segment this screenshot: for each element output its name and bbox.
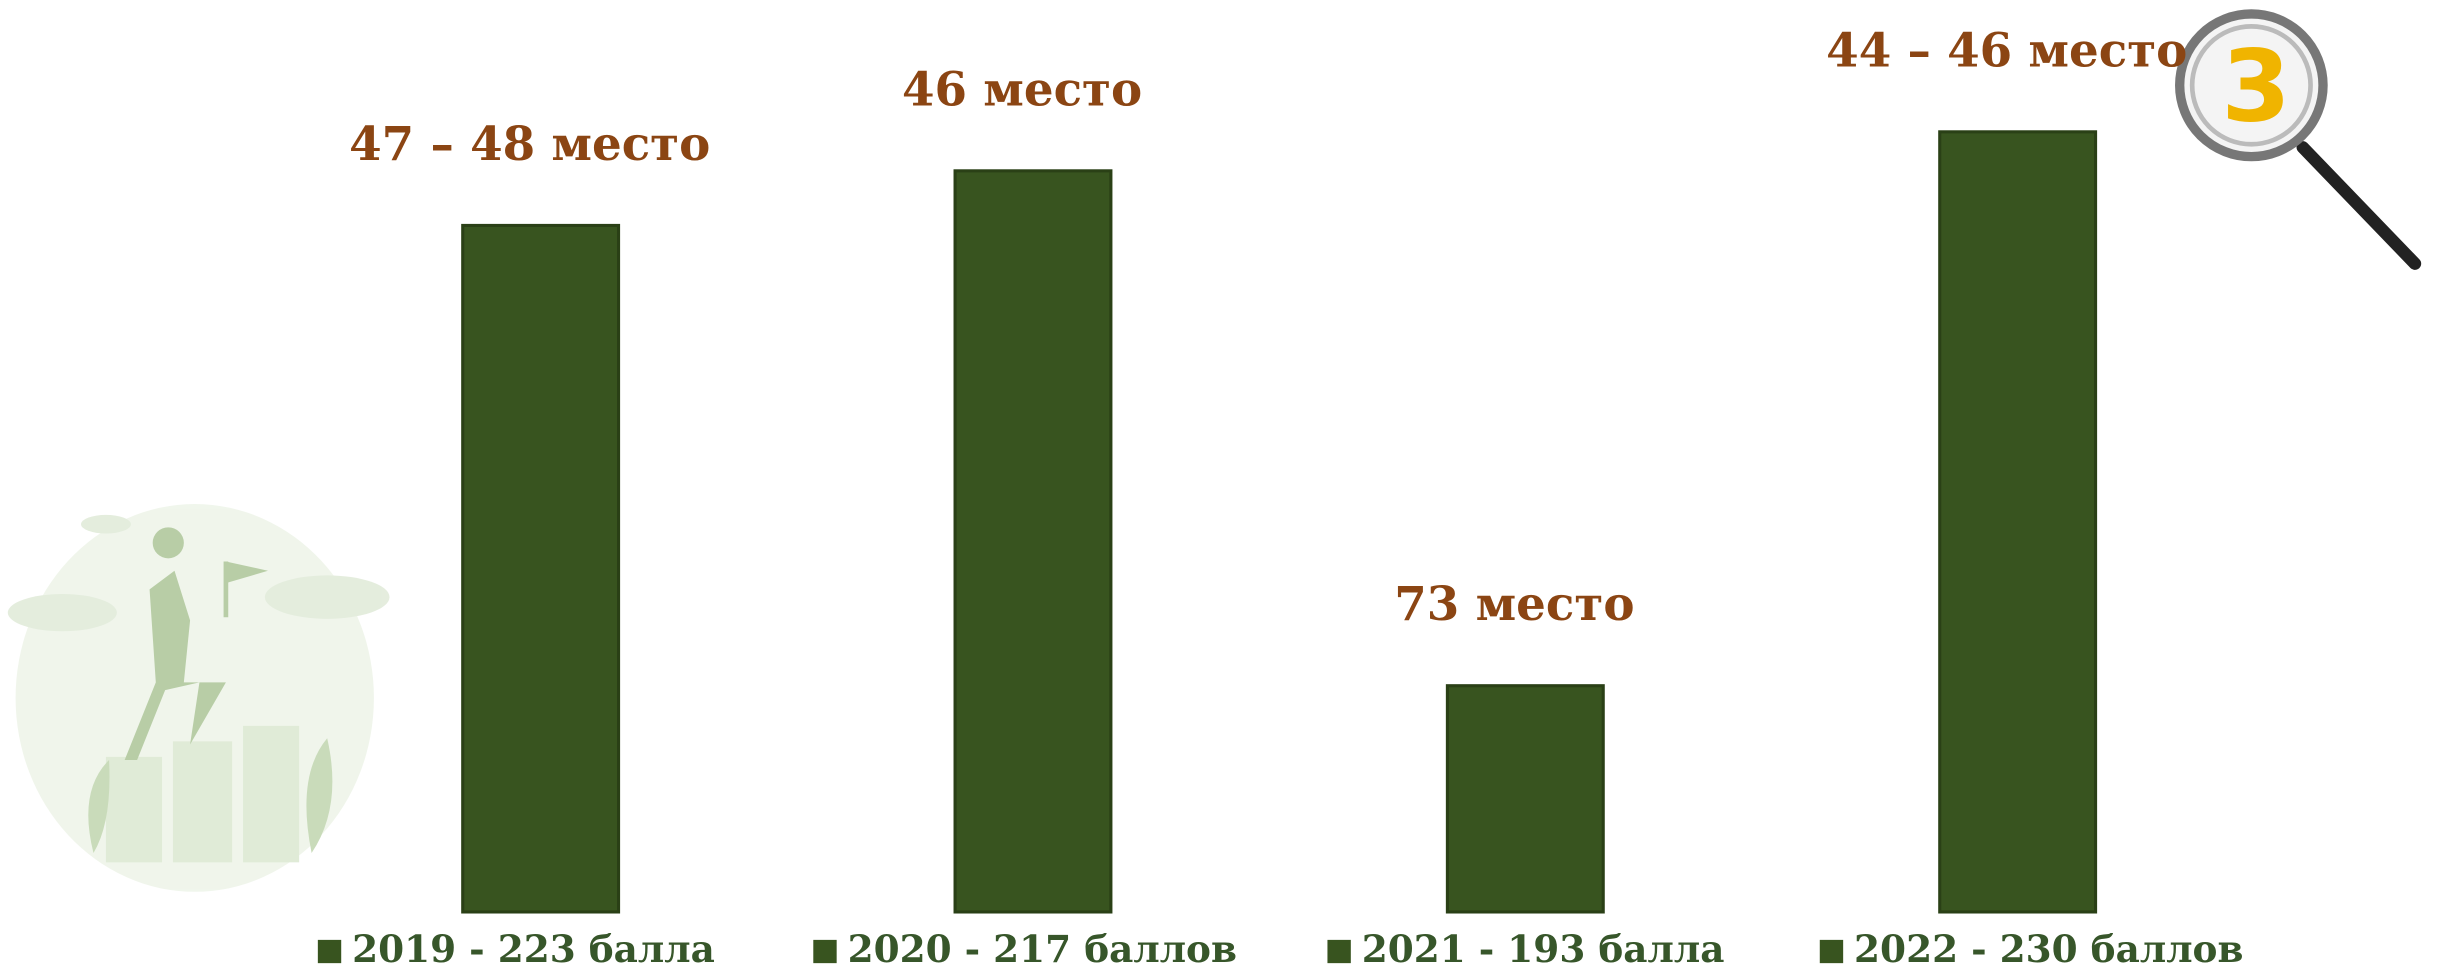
- legend-swatch: [1819, 939, 1844, 964]
- magnifier-icon: 3: [2175, 9, 2422, 270]
- legend-swatch: [813, 939, 837, 964]
- bar-annotation: 44 – 46 место: [1826, 22, 2187, 77]
- legend-label: 2021 - 193 балла: [1362, 927, 1725, 971]
- illustration: [7, 504, 390, 892]
- bar: [1938, 130, 2098, 914]
- bar: [953, 169, 1113, 914]
- legend-label: 2020 - 217 баллов: [848, 927, 1237, 971]
- legend-label: 2022 - 230 баллов: [1854, 927, 2243, 971]
- bar: [1445, 684, 1605, 914]
- bar: [461, 223, 621, 914]
- bar-annotation: 73 место: [1394, 576, 1634, 631]
- legend-swatch: [317, 939, 342, 964]
- badge-number: 3: [2221, 30, 2290, 145]
- legend-swatch: [1327, 939, 1351, 964]
- bar-annotation: 47 – 48 место: [349, 116, 710, 171]
- bar-annotation: 46 место: [902, 61, 1142, 116]
- legend-label: 2019 - 223 балла: [352, 927, 715, 971]
